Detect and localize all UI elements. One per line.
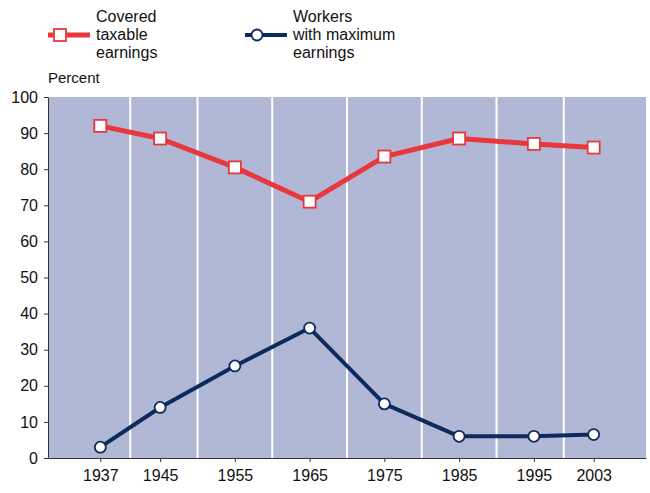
x-tick: 1965 — [292, 458, 328, 484]
point — [454, 431, 465, 442]
y-tick-mark — [44, 241, 48, 242]
y-tick: 90 — [20, 125, 48, 142]
x-tick-label: 1937 — [83, 467, 119, 484]
point — [528, 431, 539, 442]
legend-label: Coveredtaxableearnings — [96, 8, 157, 61]
y-tick: 0 — [29, 450, 48, 467]
x-tick-mark — [384, 458, 385, 462]
separator — [129, 97, 131, 458]
x-tick-label: 1985 — [442, 467, 478, 484]
y-tick-label: 40 — [20, 305, 38, 322]
point — [588, 429, 599, 440]
point — [155, 402, 166, 413]
x-tick: 1975 — [367, 458, 403, 484]
y-tick: 50 — [20, 269, 48, 286]
y-axis: 0 10 20 30 40 50 60 70 80 90 100 — [11, 89, 48, 467]
y-tick-label: 80 — [20, 161, 38, 178]
y-tick: 70 — [20, 197, 48, 214]
point — [378, 151, 390, 163]
point — [379, 398, 390, 409]
y-tick-mark — [44, 278, 48, 279]
y-tick-label: 70 — [20, 197, 38, 214]
y-tick-mark — [44, 422, 48, 423]
marks — [94, 120, 599, 453]
x-tick: 2003 — [576, 458, 612, 484]
y-tick: 100 — [11, 89, 48, 106]
y-tick-label: 30 — [20, 341, 38, 358]
y-axis-line — [48, 98, 49, 459]
x-tick-label: 1955 — [218, 467, 254, 484]
x-tick-mark — [100, 458, 101, 462]
series-line — [100, 328, 593, 447]
legend-item: Workerswith maximumearnings — [245, 8, 395, 61]
y-tick-label: 20 — [20, 377, 38, 394]
separator — [271, 97, 273, 458]
x-tick-label: 1965 — [292, 467, 328, 484]
legend-item: Coveredtaxableearnings — [48, 8, 157, 61]
x-tick-label: 1975 — [367, 467, 403, 484]
y-tick-mark — [44, 169, 48, 170]
legend-label: Workerswith maximumearnings — [292, 8, 395, 61]
plot-area — [48, 97, 646, 458]
x-tick: 1985 — [442, 458, 478, 484]
point — [229, 360, 240, 371]
point — [304, 323, 315, 334]
y-tick: 30 — [20, 341, 48, 358]
point — [95, 442, 106, 453]
series-line — [100, 126, 593, 202]
point — [229, 161, 241, 173]
y-tick-label: 100 — [11, 89, 38, 106]
y-tick-label: 50 — [20, 269, 38, 286]
x-tick: 1937 — [83, 458, 119, 484]
y-tick-label: 60 — [20, 233, 38, 250]
y-tick: 60 — [20, 233, 48, 250]
y-tick-label: 0 — [29, 450, 38, 467]
y-tick: 80 — [20, 161, 48, 178]
x-tick-mark — [160, 458, 161, 462]
chart: 0102030405060708090100193719451955196519… — [0, 0, 650, 493]
point — [94, 120, 106, 132]
legend-marker — [54, 29, 66, 41]
x-tick-mark — [594, 458, 595, 462]
y-tick-label: 10 — [20, 414, 38, 431]
legend: Coveredtaxableearnings Workerswith maximu… — [48, 8, 395, 61]
y-tick-mark — [44, 458, 48, 459]
y-tick-mark — [44, 386, 48, 387]
point — [528, 138, 540, 150]
y-tick-label: 90 — [20, 125, 38, 142]
x-axis: 1937 1945 1955 1965 1975 1985 1995 2003 — [49, 458, 647, 484]
y-tick: 40 — [20, 305, 48, 322]
separator — [421, 97, 423, 458]
point — [588, 142, 600, 154]
separator — [496, 97, 498, 458]
y-tick-mark — [44, 314, 48, 315]
point — [154, 133, 166, 145]
x-tick-mark — [534, 458, 535, 462]
y-tick-mark — [44, 133, 48, 134]
y-tick-mark — [44, 97, 48, 98]
y-tick: 10 — [20, 414, 48, 431]
x-tick-label: 2003 — [576, 467, 612, 484]
x-axis-line — [49, 458, 647, 459]
point — [453, 133, 465, 145]
y-axis-title: Percent — [48, 69, 101, 86]
y-tick-mark — [44, 350, 48, 351]
y-tick-mark — [44, 205, 48, 206]
y-tick: 20 — [20, 377, 48, 394]
x-tick: 1995 — [517, 458, 553, 484]
separator — [563, 97, 565, 458]
x-tick-mark — [310, 458, 311, 462]
x-tick-mark — [235, 458, 236, 462]
x-tick-label: 1995 — [517, 467, 553, 484]
separator — [346, 97, 348, 458]
x-tick-mark — [459, 458, 460, 462]
x-tick: 1945 — [143, 458, 179, 484]
legend-marker — [252, 30, 263, 41]
x-tick: 1955 — [218, 458, 254, 484]
point — [304, 196, 316, 208]
x-tick-label: 1945 — [143, 467, 179, 484]
